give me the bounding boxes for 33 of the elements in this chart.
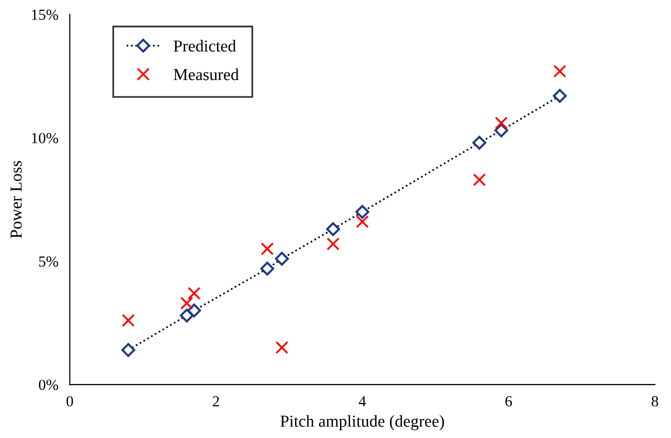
point [275,341,288,354]
y-tick-label: 15% [32,10,58,20]
y-tick-label: 0% [38,380,58,390]
x-tick-label: 2 [212,396,220,406]
point [260,242,274,256]
x-tick-label: 4 [358,396,366,406]
x-tick-label: 0 [66,396,74,406]
legend-label: Measured [174,68,239,80]
y-axis-title: Power Loss [10,160,22,238]
point [326,237,340,250]
point [274,252,289,266]
x-tick-label: 6 [505,396,512,406]
point [494,123,508,138]
x-tick-label: 8 [652,396,658,406]
point [326,222,340,236]
point [553,64,566,78]
point [121,343,136,357]
point [122,314,135,327]
point [180,296,194,310]
point [188,286,201,300]
point [472,136,486,150]
point [472,173,486,186]
point [355,204,370,219]
y-tick-label: 5% [39,256,58,267]
point [180,308,194,322]
y-tick-label: 10% [32,132,58,144]
point [552,88,567,103]
legend-label: Predicted [174,40,236,52]
point [356,215,369,228]
x-axis-title: Pitch amplitude (degree) [280,415,444,430]
point [187,304,202,318]
point [494,116,508,130]
point [260,262,274,276]
